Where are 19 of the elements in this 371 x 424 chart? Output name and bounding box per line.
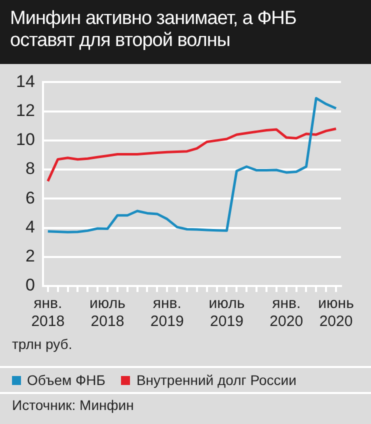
legend-label: Объем ФНБ xyxy=(26,372,106,388)
x-tick-label: июнь 2020 xyxy=(318,295,354,330)
x-tick-label: июль 2019 xyxy=(208,295,245,330)
y-axis-title: трлн руб. xyxy=(11,335,74,354)
y-tick-label: 4 xyxy=(25,217,35,236)
x-tick-label: янв. 2018 xyxy=(31,295,65,330)
text: Источник: Минфин xyxy=(12,397,135,413)
y-tick-label: 2 xyxy=(25,246,35,266)
x-tick-label: янв. 2019 xyxy=(150,295,184,330)
y-tick-label: 6 xyxy=(25,188,35,208)
y-tick-label: 8 xyxy=(25,159,35,178)
x-tick-label: июль 2018 xyxy=(90,295,126,330)
y-tick-label: 12 xyxy=(16,101,35,120)
chart-title: Минфин активно занимает, а ФНБ оставят для второй волны xyxy=(0,0,371,64)
y-tick-label: 14 xyxy=(16,72,35,91)
y-tick-label: 10 xyxy=(16,130,35,150)
legend-label: Внутренний долг России xyxy=(135,372,296,388)
x-tick-label: янв. 2020 xyxy=(270,295,304,330)
y-tick-label: 0 xyxy=(25,276,35,295)
